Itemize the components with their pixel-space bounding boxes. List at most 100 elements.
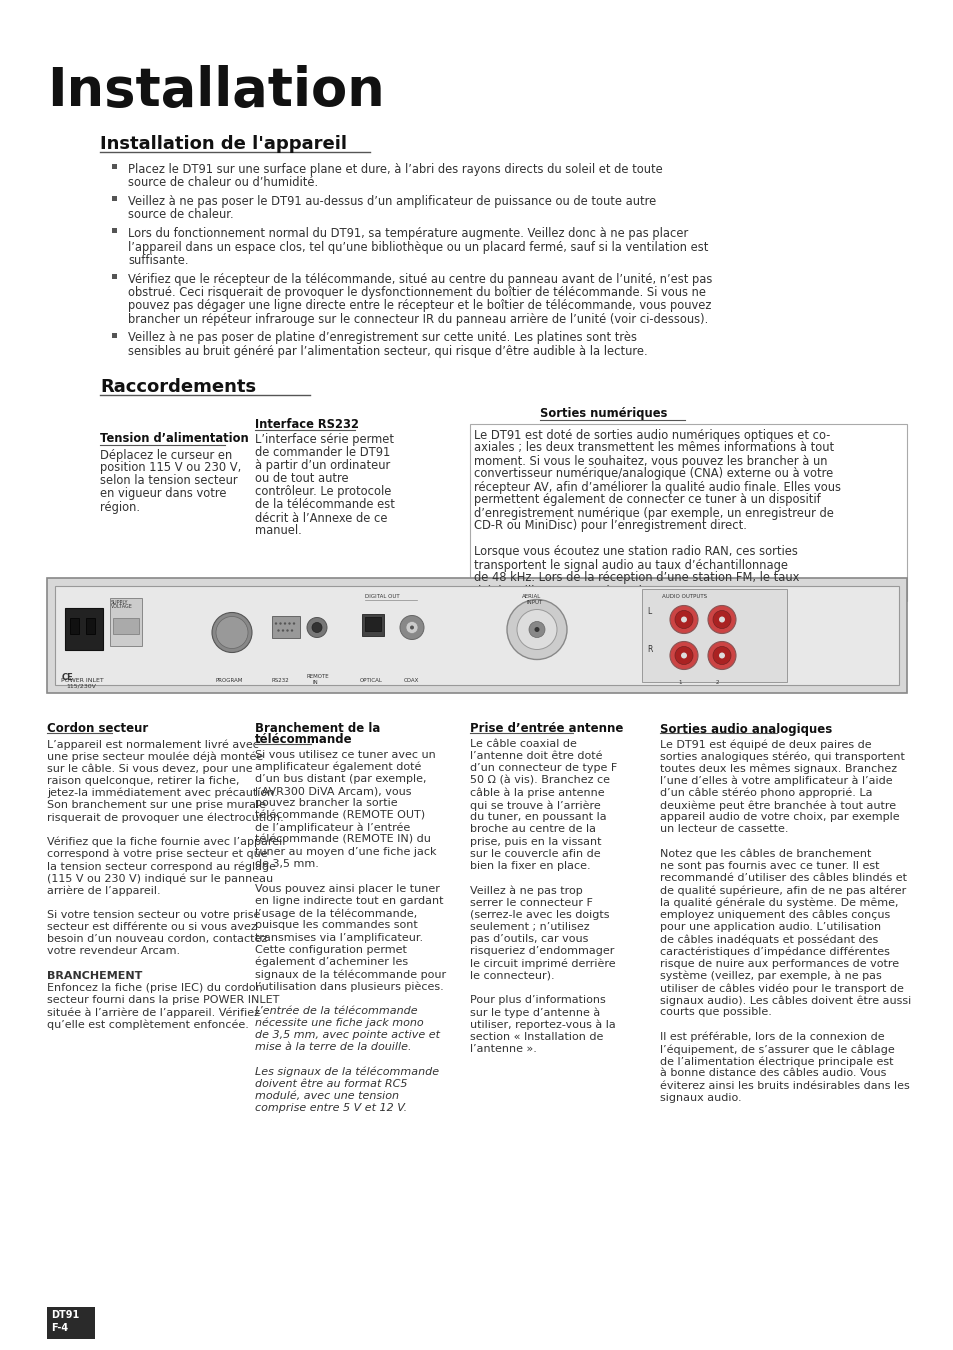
Bar <box>470 424 906 601</box>
Bar <box>112 617 139 633</box>
Text: qu’elle est complètement enfoncée.: qu’elle est complètement enfoncée. <box>47 1019 249 1030</box>
Text: REMOTE: REMOTE <box>307 675 330 679</box>
Text: Les signaux de la télécommande: Les signaux de la télécommande <box>254 1066 438 1077</box>
Text: Branchement de la: Branchement de la <box>254 722 380 736</box>
Circle shape <box>406 621 417 633</box>
Text: en ligne indirecte tout en gardant: en ligne indirecte tout en gardant <box>254 896 443 906</box>
Text: décrit à l’Annexe de ce: décrit à l’Annexe de ce <box>254 512 387 525</box>
Text: ou de tout autre: ou de tout autre <box>254 472 348 486</box>
Text: Installation: Installation <box>47 65 384 117</box>
Text: comprise entre 5 V et 12 V.: comprise entre 5 V et 12 V. <box>254 1103 407 1114</box>
Bar <box>112 228 117 234</box>
Bar <box>641 589 786 682</box>
Text: signaux audio). Les câbles doivent être aussi: signaux audio). Les câbles doivent être … <box>659 995 910 1006</box>
Text: broche au centre de la: broche au centre de la <box>470 825 596 834</box>
Text: ne sont pas fournis avec ce tuner. Il est: ne sont pas fournis avec ce tuner. Il es… <box>659 861 879 871</box>
Bar <box>112 332 117 338</box>
Text: également d’acheminer les: également d’acheminer les <box>254 957 408 968</box>
Text: source de chaleur ou d’humidité.: source de chaleur ou d’humidité. <box>128 177 317 189</box>
Text: manuel.: manuel. <box>254 525 301 537</box>
Text: qui se trouve à l’arrière: qui se trouve à l’arrière <box>470 801 600 810</box>
Text: l’utilisation dans plusieurs pièces.: l’utilisation dans plusieurs pièces. <box>254 981 443 992</box>
Text: Vérifiez que le récepteur de la télécommande, situé au centre du panneau avant d: Vérifiez que le récepteur de la télécomm… <box>128 273 712 285</box>
Text: IN: IN <box>313 680 318 686</box>
Text: de 3,5 mm, avec pointe active et: de 3,5 mm, avec pointe active et <box>254 1030 439 1040</box>
Circle shape <box>707 641 735 670</box>
Text: 1: 1 <box>678 680 680 686</box>
Text: employez uniquement des câbles conçus: employez uniquement des câbles conçus <box>659 910 889 921</box>
Circle shape <box>286 629 289 632</box>
Text: RS232: RS232 <box>272 678 290 683</box>
Text: deuxième peut être branchée à tout autre: deuxième peut être branchée à tout autre <box>659 801 895 810</box>
Text: toutes deux les mêmes signaux. Branchez: toutes deux les mêmes signaux. Branchez <box>659 763 896 774</box>
Text: d’échantillonnage est de 32 kHz.: d’échantillonnage est de 32 kHz. <box>474 585 663 598</box>
Text: pouvez pas dégager une ligne directe entre le récepteur et le boîtier de télécom: pouvez pas dégager une ligne directe ent… <box>128 300 711 312</box>
Text: brancher un répéteur infrarouge sur le connecteur IR du panneau arrière de l’uni: brancher un répéteur infrarouge sur le c… <box>128 313 707 325</box>
Circle shape <box>312 622 322 633</box>
Text: nécessite une fiche jack mono: nécessite une fiche jack mono <box>254 1018 423 1029</box>
Circle shape <box>707 606 735 633</box>
Text: Vous pouvez ainsi placer le tuner: Vous pouvez ainsi placer le tuner <box>254 884 439 894</box>
Text: arrière de l’appareil.: arrière de l’appareil. <box>47 886 160 896</box>
Text: la tension secteur correspond au réglage: la tension secteur correspond au réglage <box>47 861 275 872</box>
Text: COAX: COAX <box>403 678 419 683</box>
Text: sur le couvercle afin de: sur le couvercle afin de <box>470 849 600 859</box>
Text: Enfoncez la fiche (prise IEC) du cordon: Enfoncez la fiche (prise IEC) du cordon <box>47 983 262 994</box>
Text: signaux de la télécommande pour: signaux de la télécommande pour <box>254 969 446 980</box>
Text: DIGITAL OUT: DIGITAL OUT <box>365 594 399 598</box>
Text: récepteur AV, afin d’améliorer la qualité audio finale. Elles vous: récepteur AV, afin d’améliorer la qualit… <box>474 481 841 494</box>
Text: besoin d’un nouveau cordon, contactez: besoin d’un nouveau cordon, contactez <box>47 934 267 944</box>
Circle shape <box>279 622 281 625</box>
Circle shape <box>517 609 557 649</box>
Text: de l’alimentation électrique principale est: de l’alimentation électrique principale … <box>659 1056 893 1066</box>
Text: CD-R ou MiniDisc) pour l’enregistrement direct.: CD-R ou MiniDisc) pour l’enregistrement … <box>474 520 746 532</box>
Text: section « Installation de: section « Installation de <box>470 1031 602 1042</box>
Text: en vigueur dans votre: en vigueur dans votre <box>100 487 226 501</box>
Text: utiliser, reportez-vous à la: utiliser, reportez-vous à la <box>470 1019 615 1030</box>
Text: 50 Ω (à vis). Branchez ce: 50 Ω (à vis). Branchez ce <box>470 776 609 786</box>
Circle shape <box>719 617 724 622</box>
Bar <box>365 617 380 630</box>
Text: Pour plus d’informations: Pour plus d’informations <box>470 995 605 1006</box>
Text: Vérifiez que la fiche fournie avec l’appareil: Vérifiez que la fiche fournie avec l’app… <box>47 837 285 846</box>
Circle shape <box>669 641 698 670</box>
Text: appareil audio de votre choix, par exemple: appareil audio de votre choix, par exemp… <box>659 813 899 822</box>
Text: position 115 V ou 230 V,: position 115 V ou 230 V, <box>100 462 241 474</box>
Text: (serrez-le avec les doigts: (serrez-le avec les doigts <box>470 910 609 919</box>
Circle shape <box>212 613 252 652</box>
Circle shape <box>669 606 698 633</box>
Text: bien la fixer en place.: bien la fixer en place. <box>470 861 590 871</box>
Circle shape <box>277 629 279 632</box>
Circle shape <box>506 599 566 660</box>
Text: le circuit imprimé derrière: le circuit imprimé derrière <box>470 958 615 969</box>
Text: sensibles au bruit généré par l’alimentation secteur, qui risque d’être audible : sensibles au bruit généré par l’alimenta… <box>128 346 647 358</box>
Text: l’antenne doit être doté: l’antenne doit être doté <box>470 751 602 761</box>
Text: raison quelconque, retirer la fiche,: raison quelconque, retirer la fiche, <box>47 776 239 786</box>
Text: risquerait de provoquer une électrocution.: risquerait de provoquer une électrocutio… <box>47 813 283 822</box>
Text: de la télécommande est: de la télécommande est <box>254 498 395 512</box>
Text: POWER INLET: POWER INLET <box>61 678 104 683</box>
Bar <box>112 274 117 278</box>
Text: Veillez à ne pas poser de platine d’enregistrement sur cette unité. Les platines: Veillez à ne pas poser de platine d’enre… <box>128 332 637 344</box>
Bar <box>112 196 117 201</box>
Text: télécommande (REMOTE OUT): télécommande (REMOTE OUT) <box>254 810 425 821</box>
Text: Lors du fonctionnement normal du DT91, sa température augmente. Veillez donc à n: Lors du fonctionnement normal du DT91, s… <box>128 227 687 240</box>
Text: de 48 kHz. Lors de la réception d’une station FM, le taux: de 48 kHz. Lors de la réception d’une st… <box>474 571 799 585</box>
Text: VOLTAGE: VOLTAGE <box>111 605 132 609</box>
Text: utiliser de câbles vidéo pour le transport de: utiliser de câbles vidéo pour le transpo… <box>659 983 902 994</box>
Text: SUPPLY: SUPPLY <box>111 599 129 605</box>
Text: secteur fourni dans la prise POWER INLET: secteur fourni dans la prise POWER INLET <box>47 995 279 1006</box>
Text: doivent être au format RC5: doivent être au format RC5 <box>254 1079 407 1089</box>
Bar <box>70 617 79 633</box>
Text: de commander le DT91: de commander le DT91 <box>254 447 390 459</box>
Circle shape <box>283 622 286 625</box>
Text: convertisseur numérique/analogique (CNA) externe ou à votre: convertisseur numérique/analogique (CNA)… <box>474 467 832 481</box>
Text: Veillez à ne pas poser le DT91 au-dessus d’un amplificateur de puissance ou de t: Veillez à ne pas poser le DT91 au-dessus… <box>128 194 656 208</box>
Circle shape <box>293 622 294 625</box>
Text: Veillez à ne pas trop: Veillez à ne pas trop <box>470 886 582 896</box>
Text: selon la tension secteur: selon la tension secteur <box>100 474 237 487</box>
Text: Sorties numériques: Sorties numériques <box>539 408 667 420</box>
Text: l’appareil dans un espace clos, tel qu’une bibliothèque ou un placard fermé, sau: l’appareil dans un espace clos, tel qu’u… <box>128 240 708 254</box>
Text: Il est préférable, lors de la connexion de: Il est préférable, lors de la connexion … <box>659 1031 883 1042</box>
Text: pas d’outils, car vous: pas d’outils, car vous <box>470 934 588 944</box>
